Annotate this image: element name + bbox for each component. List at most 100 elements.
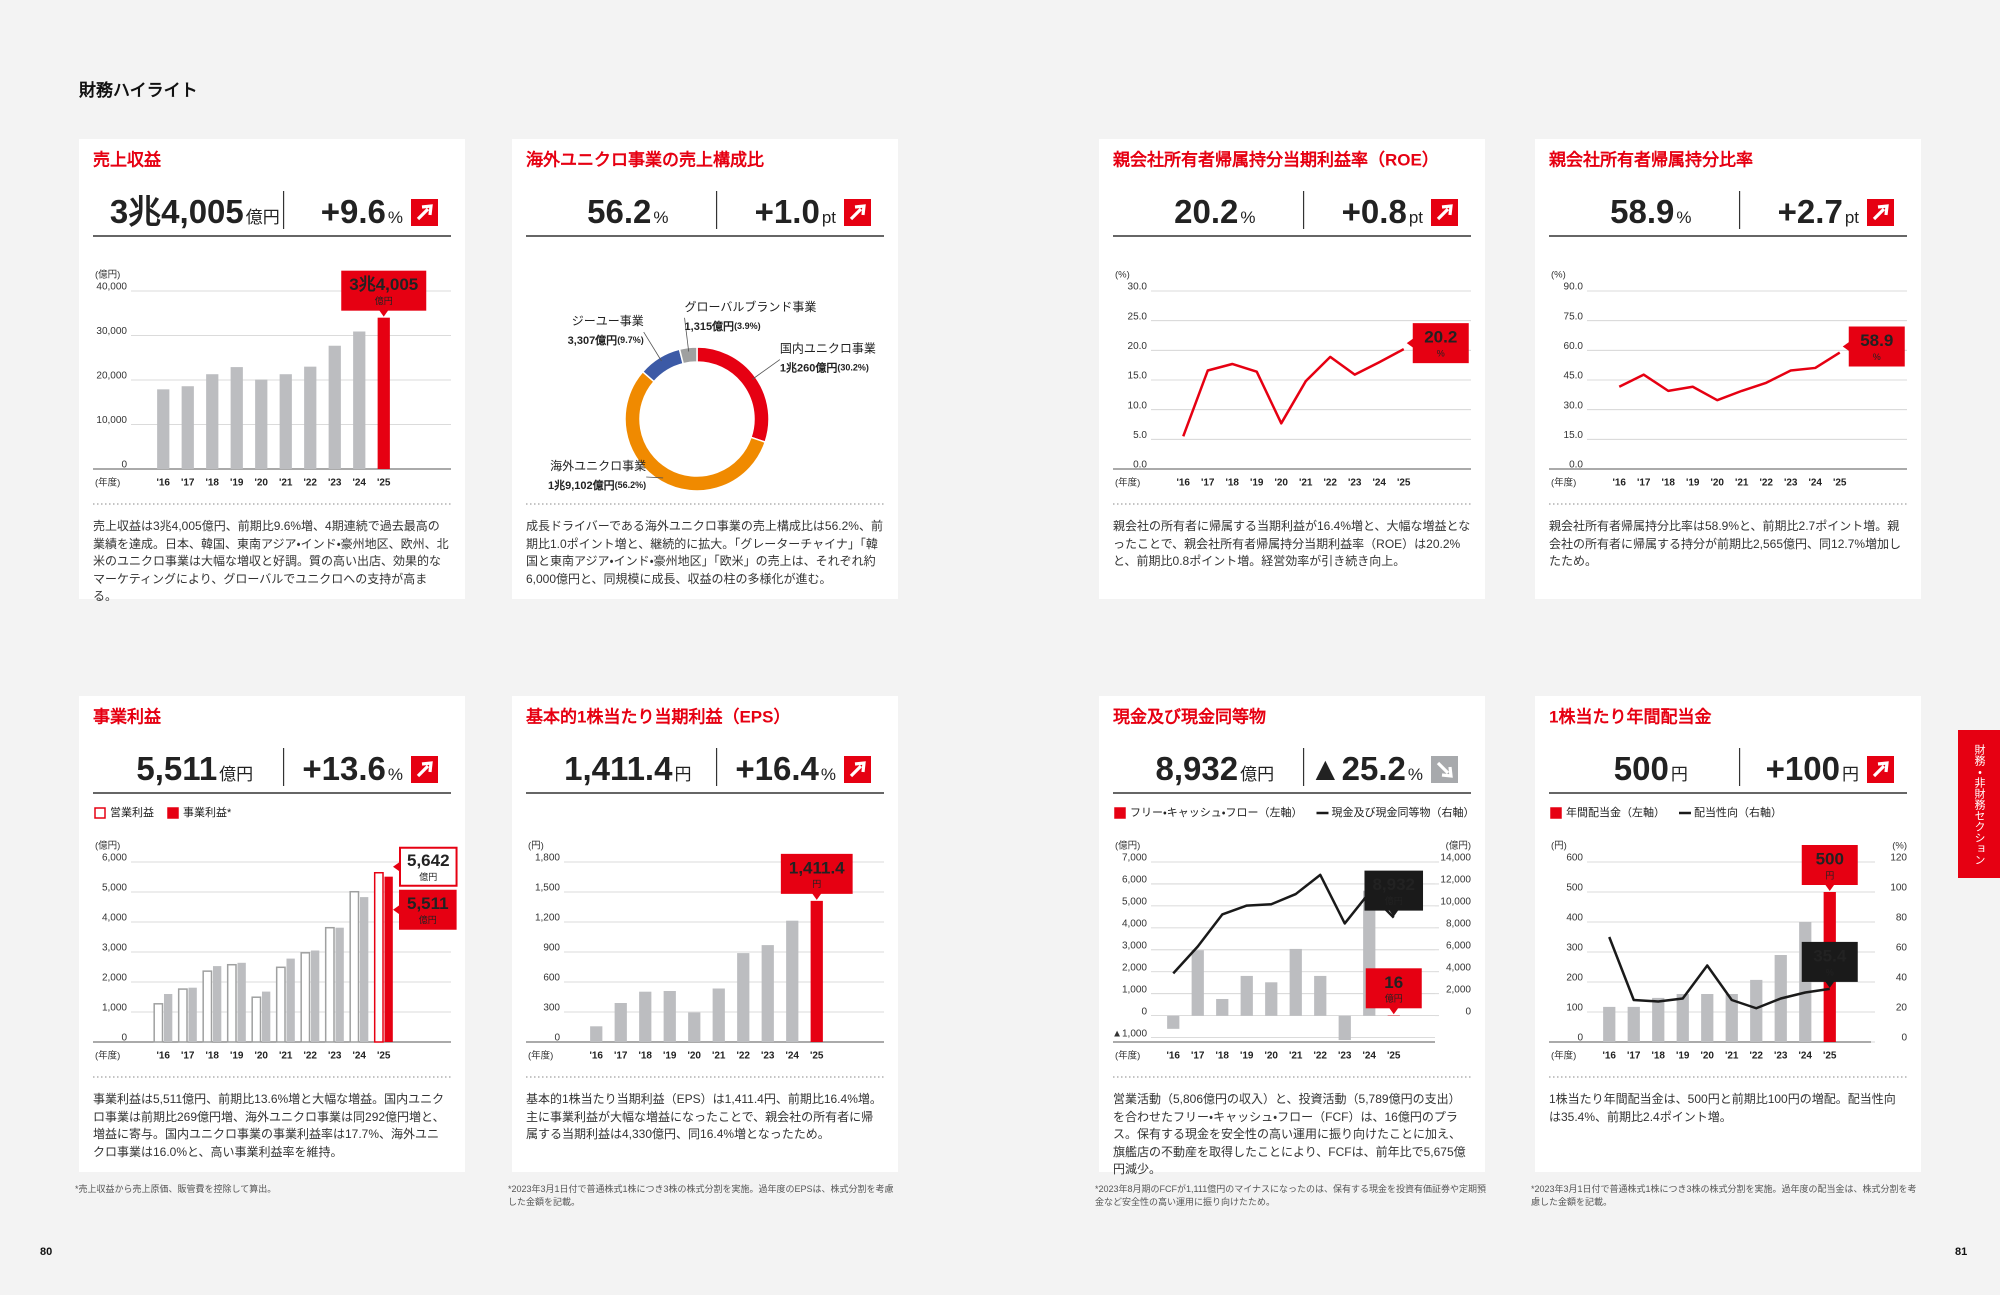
bar <box>639 991 652 1042</box>
x-tick-label: '16 <box>1166 1051 1180 1062</box>
bar <box>328 345 341 469</box>
callout-unit: 億円 <box>419 914 437 925</box>
headline-unit: % <box>1240 208 1255 227</box>
x-tick-label: '24 <box>1798 1051 1812 1062</box>
panel-text: 親会社の所有者に帰属する当期利益が16.4%増と、大幅な増益となったことで、親会… <box>1113 519 1471 568</box>
x-axis-unit: (年度) <box>528 1050 553 1062</box>
headline-number: 8,932 <box>1156 750 1239 787</box>
callout: 58.9% <box>1842 326 1905 367</box>
y2-axis-unit: (億円) <box>1446 840 1471 852</box>
callout-box <box>1801 845 1858 885</box>
panel-text: 営業活動（5,806億円の収入）と、投資活動（5,789億円の支出）を合わせたフ… <box>1113 1092 1466 1176</box>
y-tick-label: 100 <box>1566 1003 1583 1014</box>
x-tick-label: '25 <box>377 1051 391 1062</box>
bar <box>1603 1006 1616 1042</box>
y-tick-label: 1,000 <box>1122 984 1147 995</box>
callout-pointer <box>393 861 400 872</box>
x-tick-label: '18 <box>1225 478 1239 489</box>
legend-label: 営業利益 <box>110 805 154 819</box>
x-tick-label: '18 <box>638 1051 652 1062</box>
panel <box>79 696 465 1172</box>
y-tick-label: 600 <box>1566 853 1583 864</box>
legend-swatch <box>167 807 179 819</box>
page-number: 80 <box>40 1246 53 1258</box>
callout-pointer <box>1388 909 1399 917</box>
change-unit: pt <box>1409 208 1423 227</box>
y-tick-label: 30.0 <box>1128 282 1148 293</box>
x-tick-label: '24 <box>1362 1051 1376 1062</box>
y-tick-label: 2,000 <box>1122 962 1147 973</box>
change-number: +9.6 <box>321 193 386 230</box>
headline-number: 1,411.4 <box>564 750 673 787</box>
callout-unit: 円 <box>1825 870 1834 880</box>
y-tick-label: 900 <box>543 943 560 954</box>
headline-number: 58.9 <box>1610 193 1674 230</box>
x-tick-label: '20 <box>687 1051 701 1062</box>
y2-tick-label: 8,000 <box>1446 918 1471 929</box>
callout-value: 5,642 <box>407 851 450 870</box>
change-unit: pt <box>1845 208 1859 227</box>
x-tick-label: '24 <box>785 1051 799 1062</box>
x-tick-label: '17 <box>1201 478 1215 489</box>
callout-value: 58.9 <box>1860 331 1893 350</box>
bar <box>1265 982 1278 1016</box>
legend-label: 事業利益* <box>183 805 232 819</box>
bar <box>688 1012 701 1042</box>
segment-amount: 3,307億円 <box>568 333 618 347</box>
callout-box <box>399 846 458 887</box>
headline-value: 3兆4,005 億円 <box>110 193 280 230</box>
legend-swatch <box>1550 807 1562 819</box>
callout: 500 円 <box>1801 845 1858 891</box>
line <box>1172 873 1395 975</box>
panel <box>1099 139 1485 599</box>
trend-arrow <box>1872 204 1889 221</box>
headline-change: +0.8 pt <box>1342 193 1424 230</box>
line <box>1618 351 1841 402</box>
x-tick-label: '20 <box>1274 478 1288 489</box>
x-tick-label: '18 <box>1651 1051 1665 1062</box>
x-tick-label: '16 <box>1612 478 1626 489</box>
segment-label: グローバルブランド事業 <box>685 299 817 314</box>
x-tick-label: '23 <box>1774 1051 1788 1062</box>
headline-change: +2.7 pt <box>1778 193 1860 230</box>
bar <box>226 963 237 1043</box>
change-number: +13.6 <box>302 750 386 787</box>
headline-unit: % <box>1676 208 1691 227</box>
panel-title: 事業利益 <box>93 706 162 726</box>
y-axis-unit: (円) <box>528 841 544 852</box>
leader-line <box>684 317 690 352</box>
x-tick-label: '23 <box>1784 478 1798 489</box>
y2-tick-label: 40 <box>1896 973 1908 984</box>
x-tick-label: '22 <box>1749 1051 1763 1062</box>
x-tick-label: '24 <box>1372 478 1386 489</box>
bar <box>1652 997 1665 1042</box>
y-axis-unit: (%) <box>1551 270 1566 281</box>
callout: 16億円 <box>1365 968 1422 1015</box>
panel <box>79 139 465 599</box>
callout-value: 5,511 <box>407 894 449 913</box>
headline-value: 58.9% <box>1610 193 1691 230</box>
x-tick-label: '20 <box>254 1051 268 1062</box>
bar <box>1314 975 1327 1016</box>
y-axis-unit: (円) <box>1551 841 1567 852</box>
y-tick-label: 0.0 <box>1569 460 1583 471</box>
bar <box>206 374 219 469</box>
y2-tick-label: 2,000 <box>1446 984 1471 995</box>
panel <box>512 139 898 599</box>
x-axis-unit: (年度) <box>1115 1050 1140 1062</box>
callout-unit: 億円 <box>419 871 437 882</box>
panel-text: 成長ドライバーである海外ユニクロ事業の売上構成比は56.2%、前期比1.0ポイン… <box>526 519 883 586</box>
y-tick-label: 200 <box>1566 973 1583 984</box>
y-tick-label: 3,000 <box>1122 940 1147 951</box>
bar <box>353 331 366 469</box>
panel <box>1535 696 1921 1172</box>
x-tick-label: '22 <box>1323 478 1337 489</box>
y-tick-label: 40,000 <box>96 282 127 293</box>
segment-percent: (30.2%) <box>837 363 869 373</box>
x-tick-label: '16 <box>1602 1051 1616 1062</box>
x-tick-label: '21 <box>1289 1051 1303 1062</box>
headline-value: 500 円 <box>1614 750 1688 787</box>
y-tick-label: 60.0 <box>1564 341 1584 352</box>
bar <box>1289 948 1302 1016</box>
